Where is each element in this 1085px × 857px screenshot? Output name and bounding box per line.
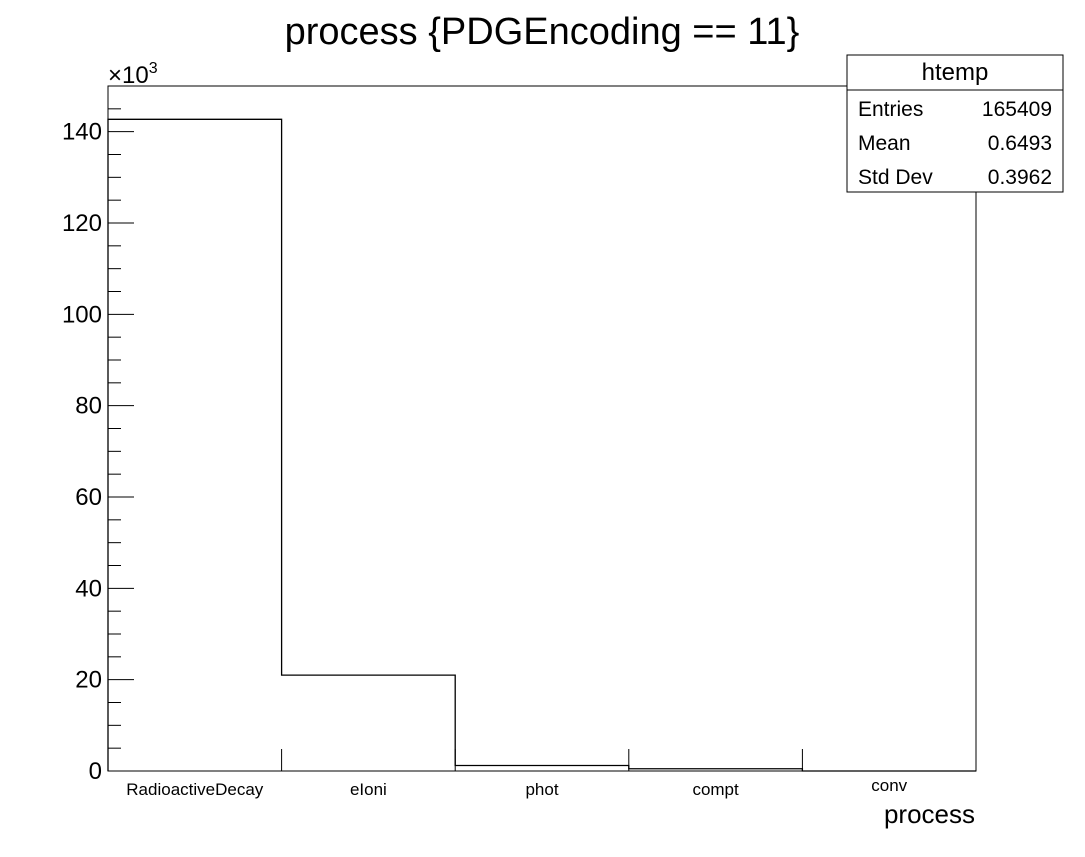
stats-mean-value: 0.6493 [988,132,1052,155]
stats-box-frame [846,54,1064,193]
histogram-bin-radioactivedecay [108,119,282,771]
y-axis-ticks [108,85,134,772]
y-tick-label: 140 [62,119,102,146]
y-tick-label: 60 [75,484,102,511]
x-axis-label: process [884,799,975,829]
stats-stddev-label: Std Dev [858,166,933,189]
y-multiplier-exponent: 3 [149,60,158,77]
stats-box: htemp Entries 165409 Mean 0.6493 Std Dev… [846,54,1064,193]
x-category-label: RadioactiveDecay [126,780,264,799]
y-multiplier-base: ×10 [108,62,149,89]
histogram-bin-eioni [282,675,456,771]
stats-mean-label: Mean [858,132,911,155]
y-multiplier-label: ×103 [108,60,158,89]
histogram-bars [107,118,976,772]
y-tick-label: 0 [89,758,102,785]
x-category-label: phot [525,780,558,799]
histogram-outline [107,118,976,772]
chart-title: process {PDGEncoding == 11} [285,11,800,53]
y-tick-label: 120 [62,210,102,237]
x-category-label: conv [871,776,907,795]
y-tick-label: 100 [62,301,102,328]
x-axis-category-labels: RadioactiveDecay eIoni phot compt conv [126,776,907,799]
stats-box-title: htemp [922,59,989,86]
x-category-label: eIoni [350,780,387,799]
stats-entries-label: Entries [858,98,923,121]
stats-entries-value: 165409 [982,98,1052,121]
stats-stddev-value: 0.3962 [988,166,1052,189]
y-axis-tick-labels: 0 20 40 60 80 100 120 140 [62,119,102,785]
x-category-label: compt [692,780,739,799]
y-tick-label: 40 [75,575,102,602]
y-tick-label: 20 [75,667,102,694]
y-tick-label: 80 [75,393,102,420]
histogram-bin-phot [455,766,629,771]
